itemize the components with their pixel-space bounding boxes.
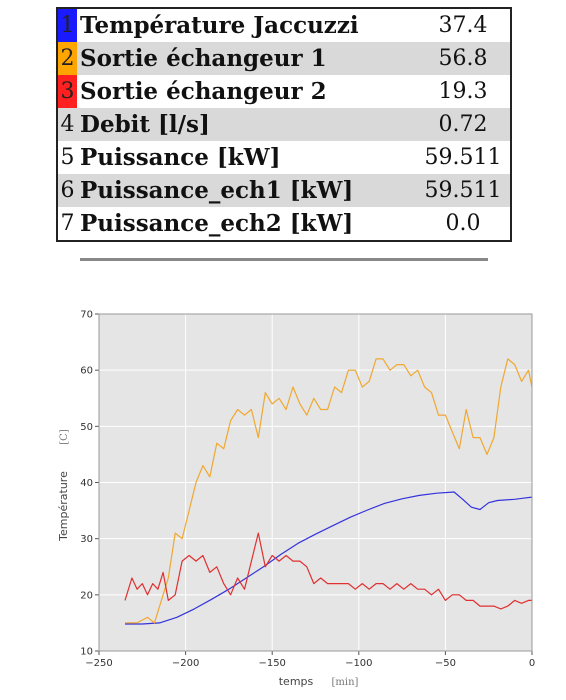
row-label: Température Jaccuzzi — [80, 12, 359, 39]
y-tick-label: 20 — [80, 590, 93, 601]
y-axis-label: Température — [57, 471, 70, 542]
y-tick-label: 60 — [80, 366, 93, 377]
table-row: 3 Sortie échangeur 2 19.3 — [58, 75, 510, 108]
x-tick-label: −100 — [345, 658, 372, 669]
x-tick-label: −50 — [435, 658, 456, 669]
y-axis-unit: [C] — [59, 429, 70, 445]
row-value: 0.72 — [438, 112, 488, 137]
table-row: 1 Température Jaccuzzi 37.4 — [58, 9, 510, 42]
row-value: 19.3 — [438, 79, 488, 104]
row-value: 0.0 — [445, 211, 481, 236]
row-number: 2 — [58, 42, 77, 75]
row-value: 56.8 — [438, 46, 488, 71]
series-group — [124, 358, 533, 625]
readout-table: 1 Température Jaccuzzi 37.4 2 Sortie échange… — [56, 7, 512, 242]
table-row: 4 Debit [l/s] 0.72 — [58, 108, 510, 141]
row-label: Sortie échangeur 1 — [80, 45, 327, 72]
row-label: Puissance [kW] — [80, 144, 281, 171]
divider — [80, 258, 488, 261]
row-value: 37.4 — [438, 13, 488, 38]
x-tick-label: −250 — [85, 658, 112, 669]
y-tick-label: 50 — [80, 422, 93, 433]
row-number: 7 — [60, 211, 75, 236]
row-label: Debit [l/s] — [80, 111, 210, 138]
row-label: Puissance_ech1 [kW] — [80, 177, 354, 204]
series-line-3 — [124, 532, 532, 610]
table-row: 2 Sortie échangeur 1 56.8 — [58, 42, 510, 75]
row-label: Sortie échangeur 2 — [80, 78, 327, 105]
row-number: 1 — [58, 9, 77, 42]
row-label: Puissance_ech2 [kW] — [80, 210, 354, 237]
row-number: 5 — [60, 145, 75, 170]
row-value: 59.511 — [424, 178, 502, 203]
table-row: 5 Puissance [kW] 59.511 — [58, 141, 510, 174]
x-tick-label: −200 — [172, 658, 199, 669]
table-row: 7 Puissance_ech2 [kW] 0.0 — [58, 207, 510, 240]
x-axis-label: temps — [279, 675, 314, 688]
temperature-chart: −250 −200 −150 −100 −50 0 10 20 30 40 50 60 70 temps… — [57, 310, 535, 689]
axes: −250 −200 −150 −100 −50 0 10 20 30 40 50 60 70 — [80, 310, 535, 670]
series-line-1 — [125, 491, 533, 625]
table-row: 6 Puissance_ech1 [kW] 59.511 — [58, 174, 510, 207]
x-tick-label: 0 — [529, 658, 535, 669]
y-tick-label: 70 — [80, 310, 93, 321]
plot-border — [98, 313, 533, 652]
x-tick-label: −150 — [258, 658, 285, 669]
x-axis-unit: [min] — [332, 677, 359, 688]
y-tick-label: 30 — [80, 534, 93, 545]
row-number: 6 — [60, 178, 75, 203]
row-number: 3 — [58, 75, 77, 108]
y-tick-label: 10 — [80, 647, 93, 658]
row-value: 59.511 — [424, 145, 502, 170]
y-tick-label: 40 — [80, 478, 93, 489]
row-number: 4 — [60, 112, 75, 137]
grid — [98, 313, 533, 652]
series-line-2 — [125, 358, 533, 624]
